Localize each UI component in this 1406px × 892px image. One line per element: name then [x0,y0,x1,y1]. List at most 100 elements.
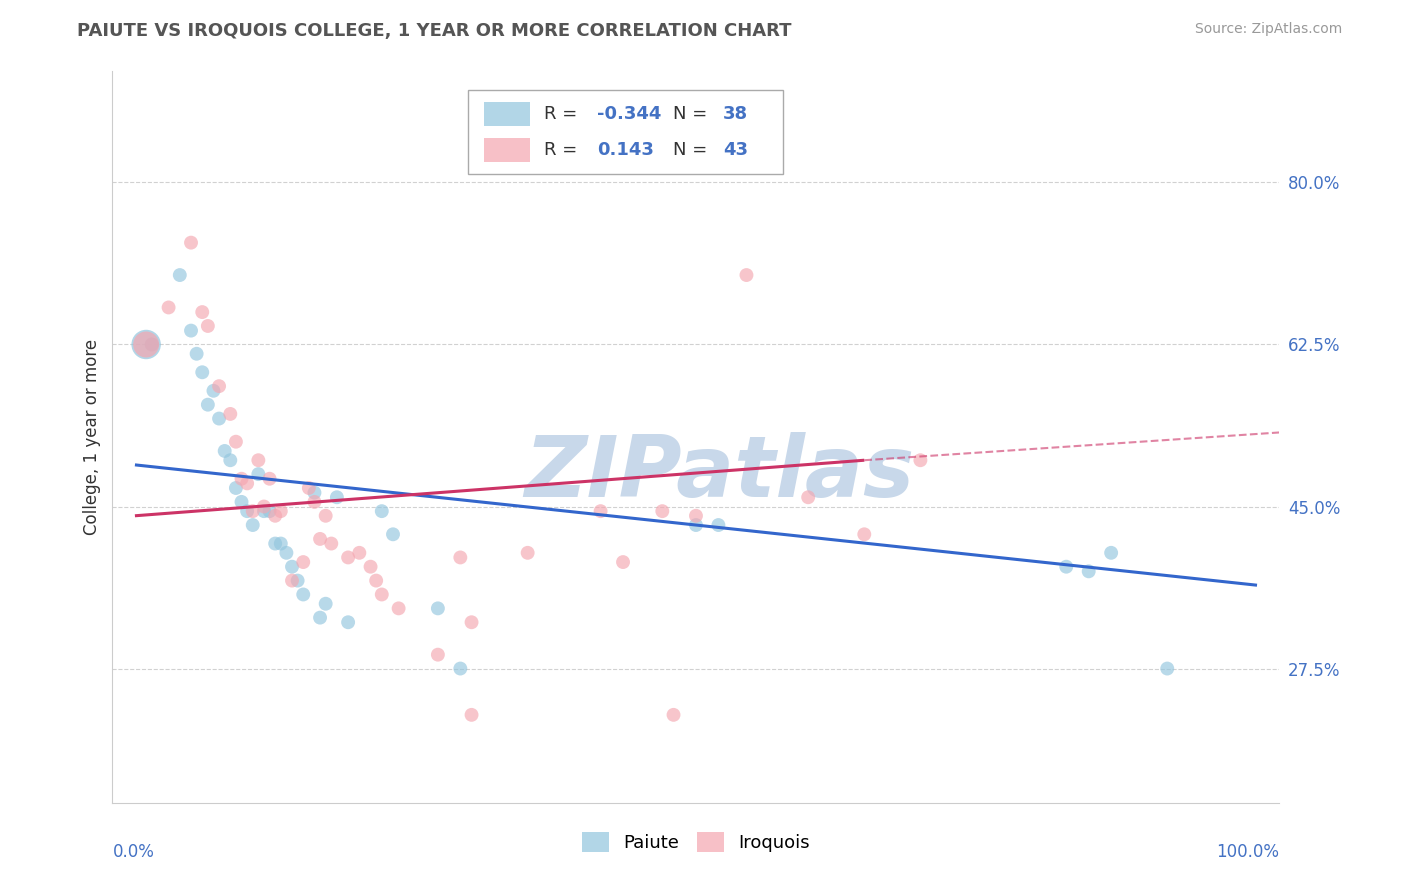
Point [366,574,388,588]
Point [662,707,685,722]
Point [225,481,247,495]
Point [259,504,281,518]
Text: R =: R = [544,104,583,123]
Text: 0.143: 0.143 [596,141,654,159]
Point [309,610,332,624]
Point [388,601,411,615]
Point [612,555,634,569]
Point [141,337,163,351]
Legend: Paiute, Iroquois: Paiute, Iroquois [575,824,817,860]
Point [516,546,538,560]
Point [707,518,730,533]
Text: N =: N = [672,141,713,159]
Point [298,481,321,495]
FancyBboxPatch shape [484,138,530,162]
Point [460,615,482,630]
Point [247,467,270,482]
Point [276,546,298,560]
Point [231,495,253,509]
Point [281,574,304,588]
Point [589,504,612,518]
Point [197,398,219,412]
Point [231,472,253,486]
Point [287,574,309,588]
Point [349,546,371,560]
Point [197,318,219,333]
Point [292,587,315,601]
Text: R =: R = [544,141,583,159]
Point [247,453,270,467]
Point [910,453,932,467]
Text: ZIPatlas: ZIPatlas [524,432,914,516]
Point [242,518,264,533]
Point [202,384,225,398]
Point [180,324,202,338]
Point [321,536,343,550]
Point [651,504,673,518]
Point [360,559,382,574]
Point [292,555,315,569]
Point [309,532,332,546]
Point [853,527,876,541]
Point [449,550,471,565]
Text: PAIUTE VS IROQUOIS COLLEGE, 1 YEAR OR MORE CORRELATION CHART: PAIUTE VS IROQUOIS COLLEGE, 1 YEAR OR MO… [77,22,792,40]
Point [735,268,758,282]
Text: 38: 38 [723,104,748,123]
Point [169,268,191,282]
Point [382,527,405,541]
Point [685,508,707,523]
Point [225,434,247,449]
Point [337,615,360,630]
Point [685,518,707,533]
Point [371,587,394,601]
Point [304,495,326,509]
Point [1054,559,1077,574]
Point [315,508,337,523]
Point [270,504,292,518]
Point [264,508,287,523]
Point [449,661,471,675]
Point [135,337,157,351]
Point [191,305,214,319]
Point [1077,565,1099,579]
Text: N =: N = [672,104,713,123]
Point [426,648,449,662]
Point [219,453,242,467]
Point [208,411,231,425]
Point [186,347,208,361]
FancyBboxPatch shape [468,90,783,174]
Text: -0.344: -0.344 [596,104,661,123]
Point [270,536,292,550]
Point [337,550,360,565]
Point [242,504,264,518]
Point [315,597,337,611]
Point [214,444,236,458]
Point [326,490,349,504]
Point [135,337,157,351]
Point [191,365,214,379]
Point [797,490,820,504]
FancyBboxPatch shape [484,102,530,127]
Point [460,707,482,722]
Point [208,379,231,393]
Point [253,500,276,514]
Point [426,601,449,615]
Text: 100.0%: 100.0% [1216,843,1279,861]
Point [180,235,202,250]
Point [141,337,163,351]
Point [157,301,180,315]
Text: 0.0%: 0.0% [112,843,155,861]
Point [304,485,326,500]
Point [236,476,259,491]
Point [371,504,394,518]
Point [259,472,281,486]
Y-axis label: College, 1 year or more: College, 1 year or more [83,339,101,535]
Point [219,407,242,421]
Point [281,559,304,574]
Point [236,504,259,518]
Point [264,536,287,550]
Point [1156,661,1178,675]
Text: 43: 43 [723,141,748,159]
Point [253,504,276,518]
Text: Source: ZipAtlas.com: Source: ZipAtlas.com [1195,22,1343,37]
